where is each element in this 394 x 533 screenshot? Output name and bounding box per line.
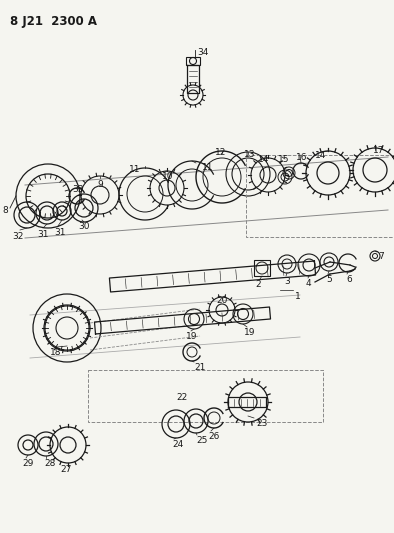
Text: 22: 22 (177, 393, 188, 402)
Bar (186, 57, 200, 65)
Text: 5: 5 (326, 275, 332, 284)
Text: 16: 16 (296, 153, 307, 162)
Text: 33: 33 (72, 185, 84, 194)
Text: 19: 19 (186, 332, 197, 341)
Text: 10: 10 (162, 172, 173, 181)
Text: 27: 27 (60, 465, 72, 474)
Text: 26: 26 (208, 432, 219, 441)
Text: 4: 4 (306, 279, 312, 288)
Text: 8: 8 (2, 206, 8, 215)
Text: 28: 28 (44, 459, 56, 468)
Text: 3: 3 (284, 277, 290, 286)
Text: 9: 9 (97, 180, 103, 189)
Bar (88, 370, 323, 422)
Text: 31: 31 (37, 230, 48, 239)
Text: 8 J21  2300 A: 8 J21 2300 A (10, 15, 97, 28)
Text: 6: 6 (346, 275, 352, 284)
Text: 24: 24 (172, 440, 183, 449)
Text: 25: 25 (196, 436, 207, 445)
Text: 19: 19 (244, 328, 255, 337)
Text: 20: 20 (216, 296, 228, 305)
Text: 17: 17 (373, 146, 385, 155)
Text: 21: 21 (194, 363, 205, 372)
Text: 7: 7 (378, 252, 384, 261)
Text: 34: 34 (197, 48, 208, 57)
Text: 1: 1 (295, 292, 301, 301)
Text: 18: 18 (50, 348, 61, 357)
Text: 31: 31 (54, 228, 65, 237)
Text: 32: 32 (12, 232, 23, 241)
Text: 2: 2 (255, 280, 260, 289)
Text: 11: 11 (202, 163, 214, 172)
Bar (246, 155, 394, 237)
Text: 29: 29 (22, 459, 33, 468)
Text: 11: 11 (129, 165, 141, 174)
Bar (254, 260, 270, 276)
Text: 30: 30 (78, 222, 89, 231)
Text: 14: 14 (315, 151, 326, 160)
Text: 15: 15 (278, 155, 290, 164)
Text: 12: 12 (215, 148, 227, 157)
Text: 14: 14 (258, 155, 269, 164)
Text: 23: 23 (256, 419, 268, 428)
Text: 13: 13 (244, 150, 255, 159)
